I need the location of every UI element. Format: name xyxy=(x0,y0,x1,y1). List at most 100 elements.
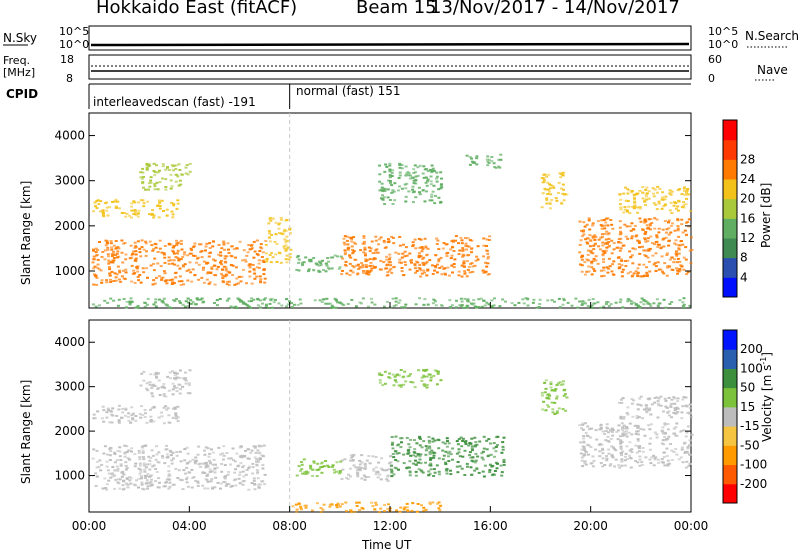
xtick-label-1: 04:00 xyxy=(172,519,207,533)
power-colorbar-swatch-8 xyxy=(723,120,737,141)
velocity-region-3 xyxy=(295,458,343,478)
date-range: 13/Nov/2017 - 14/Nov/2017 xyxy=(430,0,680,18)
power-colorbar-tick-0: 4 xyxy=(740,270,748,284)
velocity-colorbar-frame xyxy=(722,329,738,504)
power-colorbar-tick-2: 12 xyxy=(740,231,755,245)
velocity-colorbar-tick-6: 100 xyxy=(740,361,763,375)
xtick-label-0: 00:00 xyxy=(72,519,107,533)
power-colorbar-swatch-5 xyxy=(723,179,737,200)
power-ytick-label-1: 2000 xyxy=(54,219,85,233)
velocity-frame xyxy=(88,319,692,513)
power-region-4 xyxy=(295,254,343,273)
xtick-label-6: 00:00 xyxy=(674,519,709,533)
freq-tick-bottom: 8 xyxy=(66,72,73,85)
station-title: Hokkaido East (fitACF) xyxy=(96,0,298,18)
velocity-colorbar-swatch-2 xyxy=(723,445,737,466)
freq-tick-top: 18 xyxy=(60,53,74,66)
power-colorbar-tick-3: 16 xyxy=(740,211,755,225)
velocity-region-2 xyxy=(139,369,192,398)
cpid-segment-2: normal (fast) 151 xyxy=(296,84,401,98)
freq-strip-frame xyxy=(88,54,692,80)
velocity-region-5 xyxy=(390,435,506,478)
velocity-colorbar-swatch-7 xyxy=(723,349,737,369)
xtick-label-5: 20:00 xyxy=(573,519,608,533)
power-region-10 xyxy=(618,185,693,215)
power-ytick-label-3: 4000 xyxy=(54,129,85,143)
xtick-label-3: 12:00 xyxy=(373,519,408,533)
nsky-tick-bottom: 10^0 xyxy=(59,38,90,51)
power-colorbar-tick-6: 28 xyxy=(740,152,755,166)
power-colorbar-swatch-2 xyxy=(723,238,737,259)
power-colorbar-swatch-6 xyxy=(723,159,737,180)
velocity-ytick-label-1: 2000 xyxy=(54,424,85,438)
velocity-ytick-label-0: 1000 xyxy=(54,469,85,483)
velocity-colorbar-tick-7: 200 xyxy=(740,342,763,356)
power-region-5 xyxy=(340,235,492,278)
velocity-colorbar-tick-2: -50 xyxy=(740,438,760,452)
velocity-colorbar-swatch-5 xyxy=(723,387,737,408)
power-region-0 xyxy=(91,239,268,287)
velocity-colorbar-swatch-0 xyxy=(723,483,737,504)
velocity-colorbar-swatch-6 xyxy=(723,368,737,389)
velocity-region-7 xyxy=(540,379,569,415)
power-region-3 xyxy=(264,216,293,264)
xtick-label-4: 16:00 xyxy=(473,519,508,533)
velocity-colorbar-tick-4: 15 xyxy=(740,400,755,414)
power-ytick-label-2: 3000 xyxy=(54,174,85,188)
velocity-colorbar-swatch-8 xyxy=(723,330,737,350)
power-ytick-label-0: 1000 xyxy=(54,264,85,278)
velocity-ytick-label-2: 3000 xyxy=(54,380,85,394)
velocity-colorbar-tick-0: -200 xyxy=(740,477,767,491)
power-region-7 xyxy=(465,153,503,169)
velocity-colorbar-swatch-1 xyxy=(723,464,737,485)
power-frame xyxy=(88,112,692,309)
power-colorbar-swatch-7 xyxy=(723,139,737,160)
velocity-region-9 xyxy=(617,395,693,420)
power-region-1 xyxy=(92,198,180,219)
power-colorbar-tick-4: 20 xyxy=(740,192,755,206)
xaxis-label: Time UT xyxy=(362,538,412,552)
power-colorbar-frame xyxy=(722,119,738,298)
velocity-colorbar-tick-1: -100 xyxy=(740,458,767,472)
freq-label-2: [MHz] xyxy=(3,66,36,79)
cpid-segment-1: interleavedscan (fast) -191 xyxy=(93,95,256,109)
nave-tick-bottom: 0 xyxy=(708,72,715,85)
nsky-trace xyxy=(90,42,690,47)
power-colorbar-swatch-1 xyxy=(723,257,737,278)
xtick-label-2: 08:00 xyxy=(272,519,307,533)
nsky-tick-top: 10^5 xyxy=(59,25,90,38)
velocity-region-8 xyxy=(578,422,694,469)
velocity-panel xyxy=(88,319,694,514)
velocity-ytick-label-3: 4000 xyxy=(54,335,85,349)
nsky-strip-frame xyxy=(88,25,692,51)
nsky-label: N.Sky xyxy=(3,31,38,45)
power-colorbar-tick-5: 24 xyxy=(740,172,755,186)
velocity-region-0 xyxy=(91,444,267,491)
cpid-label: CPID xyxy=(6,87,39,101)
velocity-colorbar-swatch-4 xyxy=(723,406,737,427)
velocity-region-4 xyxy=(340,453,393,482)
nave-tick-top: 60 xyxy=(708,53,722,66)
power-panel xyxy=(88,112,694,310)
beam-label: Beam 15 xyxy=(356,0,437,18)
nave-label: Nave xyxy=(757,63,788,77)
nsearch-label: N.Search xyxy=(745,29,800,43)
power-colorbar-swatch-3 xyxy=(723,218,737,239)
velocity-colorbar-tick-3: -15 xyxy=(740,419,760,433)
nsearch-tick-top: 10^5 xyxy=(708,25,739,38)
velocity-region-1 xyxy=(92,404,180,425)
nsearch-tick-bottom: 10^0 xyxy=(708,38,739,51)
power-region-9 xyxy=(578,217,694,278)
freq-label-1: Freq. xyxy=(3,54,31,67)
power-colorbar-swatch-4 xyxy=(723,198,737,219)
velocity-region-6 xyxy=(378,368,443,389)
power-colorbar-swatch-0 xyxy=(723,277,737,298)
velocity-colorbar-swatch-3 xyxy=(723,426,737,446)
power-region-11 xyxy=(91,297,692,310)
power-colorbar-tick-1: 8 xyxy=(740,251,748,265)
power-region-8 xyxy=(540,171,569,210)
power-region-2 xyxy=(139,162,192,191)
velocity-colorbar-tick-5: 50 xyxy=(740,381,755,395)
velocity-region-10 xyxy=(291,501,443,514)
